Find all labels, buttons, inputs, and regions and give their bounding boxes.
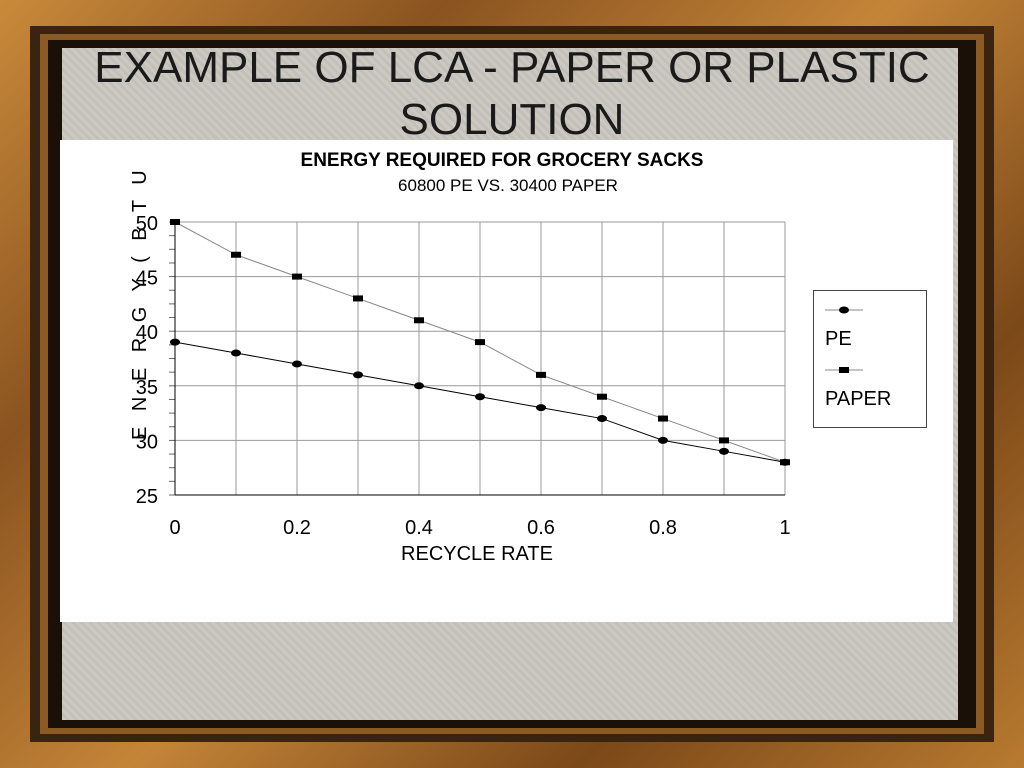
data-point-pe bbox=[597, 415, 607, 423]
data-point-paper bbox=[719, 437, 729, 444]
data-point-paper bbox=[231, 251, 241, 258]
data-point-paper bbox=[597, 393, 607, 400]
data-point-pe bbox=[658, 436, 668, 444]
chart-subtitle: 60800 PE VS. 30400 PAPER bbox=[398, 176, 618, 195]
x-axis-label: RECYCLE RATE bbox=[401, 543, 553, 565]
y-tick-label: 40 bbox=[136, 322, 158, 344]
data-point-paper bbox=[780, 459, 790, 466]
chart-title: ENERGY REQUIRED FOR GROCERY SACKS bbox=[301, 150, 704, 171]
data-point-paper bbox=[475, 339, 485, 346]
x-tick-label: 1 bbox=[779, 517, 790, 539]
data-point-paper bbox=[536, 371, 546, 378]
x-tick-label: 0.2 bbox=[283, 517, 311, 539]
chart-area bbox=[60, 140, 953, 622]
y-tick-label: 25 bbox=[136, 486, 158, 508]
y-tick-label: 45 bbox=[136, 268, 158, 290]
x-tick-label: 0.4 bbox=[405, 517, 433, 539]
y-tick-label: 50 bbox=[136, 213, 158, 235]
y-tick-label: 35 bbox=[136, 377, 158, 399]
slide-title: EXAMPLE OF LCA - PAPER OR PLASTIC SOLUTI… bbox=[94, 43, 930, 144]
data-point-pe bbox=[536, 404, 546, 412]
data-point-pe bbox=[292, 360, 302, 368]
y-axis-label: E N E R G Y ( B T U bbox=[129, 165, 151, 440]
data-point-pe bbox=[414, 382, 424, 390]
data-point-paper bbox=[353, 295, 363, 302]
data-point-pe bbox=[475, 393, 485, 401]
data-point-paper bbox=[658, 415, 668, 422]
data-point-pe bbox=[719, 447, 729, 455]
y-tick-label: 30 bbox=[136, 431, 158, 453]
x-tick-label: 0.8 bbox=[649, 517, 677, 539]
data-point-paper bbox=[170, 219, 180, 225]
chart-legend bbox=[813, 290, 927, 428]
data-point-pe bbox=[170, 338, 180, 346]
x-tick-label: 0.6 bbox=[527, 517, 555, 539]
data-point-paper bbox=[292, 273, 302, 280]
x-tick-label: 0 bbox=[169, 517, 180, 539]
data-point-pe bbox=[353, 371, 363, 379]
data-point-paper bbox=[414, 317, 424, 324]
data-point-pe bbox=[231, 349, 241, 357]
